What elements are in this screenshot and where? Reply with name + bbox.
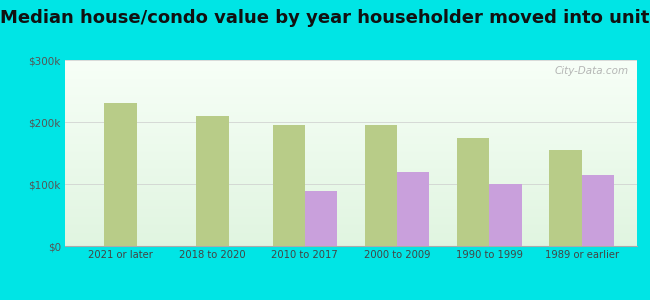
Bar (196, 116, 229, 246)
Bar (397, 172, 430, 246)
Bar (365, 125, 397, 246)
Bar (582, 175, 614, 246)
Bar (457, 137, 489, 246)
Text: Median house/condo value by year householder moved into unit: Median house/condo value by year househo… (0, 9, 650, 27)
Bar (305, 191, 337, 246)
Bar (272, 125, 305, 246)
Bar (489, 184, 522, 246)
Text: City-Data.com: City-Data.com (554, 66, 629, 76)
Bar (549, 150, 582, 246)
Bar (104, 103, 136, 246)
